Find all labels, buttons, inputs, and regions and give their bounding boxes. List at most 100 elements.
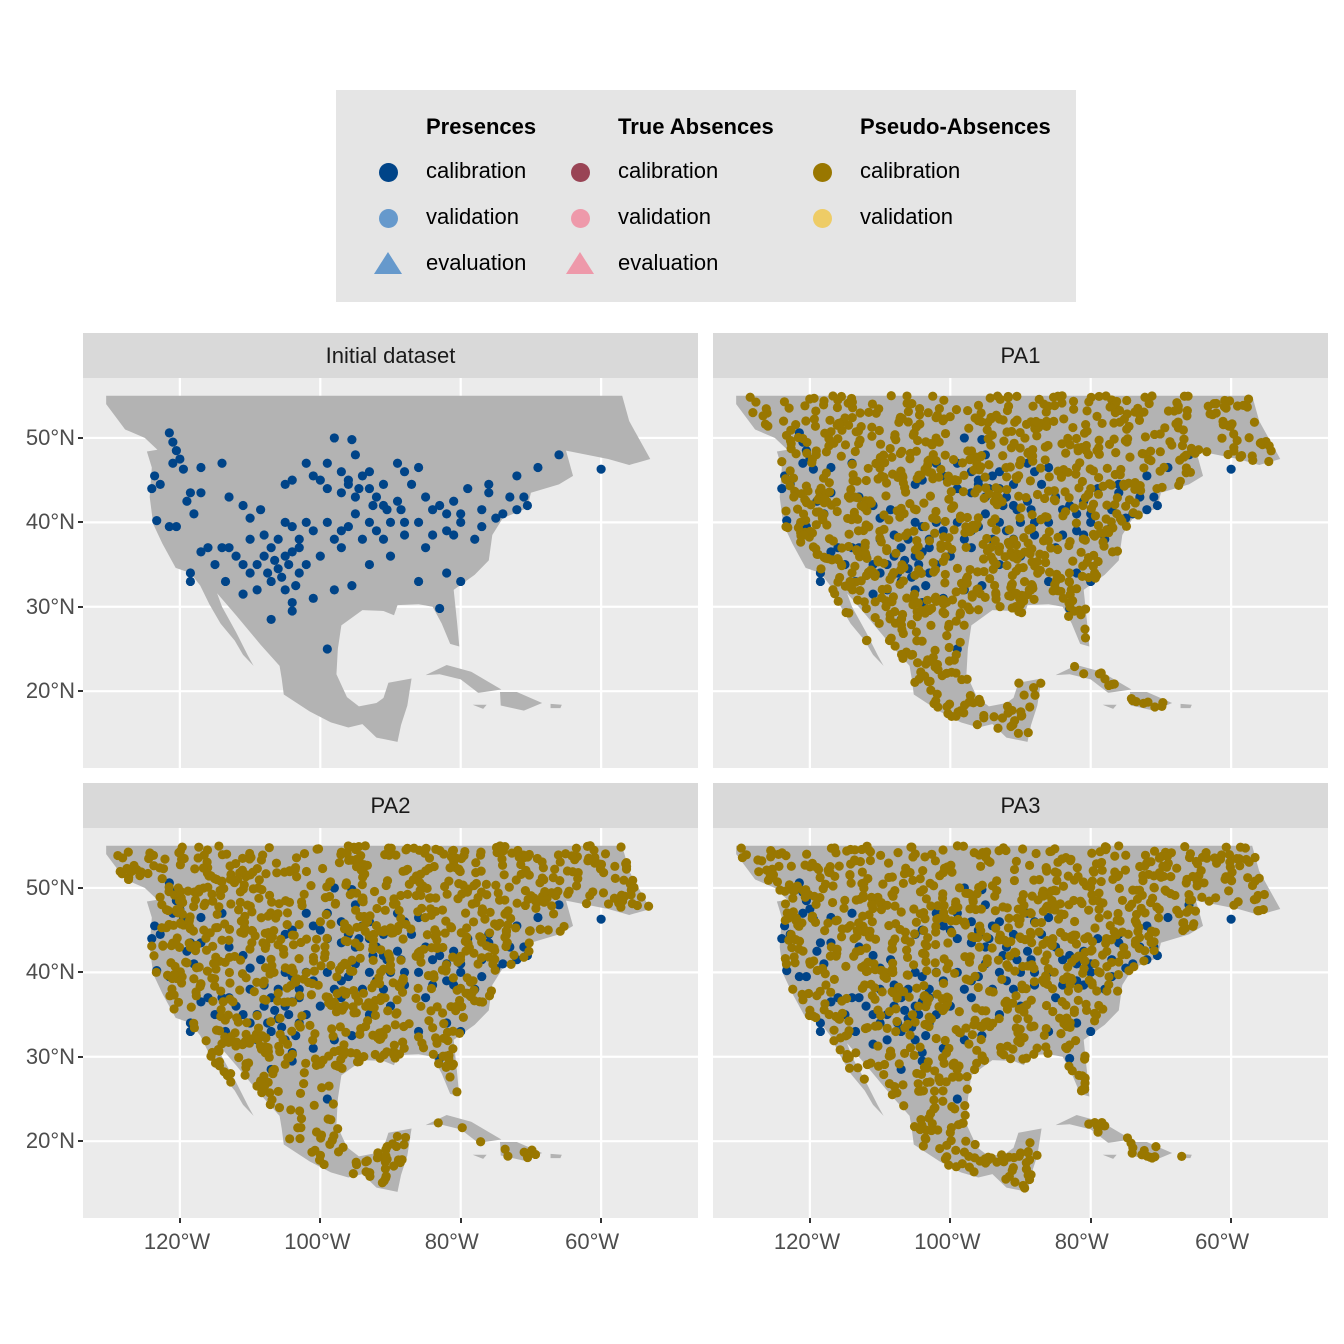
pseudo-absence-calibration-point [324, 1081, 334, 1091]
pseudo-absence-calibration-point [1139, 956, 1149, 966]
pseudo-absence-calibration-point [928, 513, 938, 523]
pseudo-absence-calibration-point [1062, 1043, 1072, 1054]
pseudo-absence-calibration-point [1128, 885, 1138, 895]
pseudo-absence-calibration-point [1087, 876, 1097, 886]
pseudo-absence-calibration-point [960, 1110, 970, 1120]
pseudo-absence-calibration-point [307, 978, 317, 989]
pseudo-absence-calibration-point [1073, 871, 1083, 882]
pseudo-absence-calibration-point [951, 899, 961, 910]
pseudo-absence-calibration-point [1094, 888, 1104, 898]
pseudo-absence-calibration-point [437, 905, 448, 915]
pseudo-absence-calibration-point [973, 605, 984, 615]
pseudo-absence-calibration-point [334, 858, 345, 868]
y-tick-label: 50°N [25, 424, 75, 450]
pseudo-absence-calibration-point [460, 908, 471, 918]
pseudo-absence-calibration-point [362, 860, 373, 870]
pseudo-absence-calibration-point [1016, 905, 1027, 915]
presence-calibration-point [287, 547, 297, 557]
pseudo-absence-calibration-point [861, 475, 871, 486]
pseudo-absence-calibration-point [886, 633, 896, 643]
pseudo-absence-calibration-point [1041, 973, 1051, 984]
pseudo-absence-calibration-point [214, 902, 224, 912]
presence-calibration-point [456, 576, 466, 587]
pseudo-absence-calibration-point [242, 900, 253, 910]
pseudo-absence-calibration-point [939, 395, 949, 405]
pseudo-absence-calibration-point [252, 1010, 262, 1021]
pseudo-absence-calibration-point [944, 494, 954, 504]
pseudo-absence-calibration-point [1146, 857, 1156, 867]
pseudo-absence-calibration-point [202, 966, 213, 976]
pseudo-absence-calibration-point [1030, 690, 1040, 700]
pseudo-absence-calibration-point [401, 866, 411, 876]
pseudo-absence-calibration-point [890, 901, 900, 911]
pseudo-absence-calibration-point [857, 867, 867, 877]
y-tick-label: 30°N [25, 1043, 75, 1069]
pseudo-absence-calibration-point [471, 868, 481, 878]
presence-calibration-point [392, 496, 403, 506]
pseudo-absence-calibration-point [898, 878, 908, 889]
pseudo-absence-calibration-point [425, 893, 435, 903]
pseudo-absence-calibration-point [1053, 544, 1063, 555]
pseudo-absence-calibration-point [955, 511, 966, 521]
pseudo-absence-calibration-point [832, 402, 843, 413]
presence-calibration-point [252, 559, 262, 570]
pseudo-absence-calibration-point [326, 919, 336, 929]
pseudo-absence-calibration-point [890, 886, 900, 896]
pseudo-absence-calibration-point [1073, 443, 1083, 453]
facet-strip-label: PA3 [713, 783, 1328, 828]
pseudo-absence-calibration-point [931, 968, 941, 978]
y-tick-mark [78, 436, 83, 439]
pseudo-absence-calibration-point [893, 532, 903, 542]
pseudo-absence-calibration-point [982, 932, 992, 942]
pseudo-absence-calibration-point [758, 411, 768, 421]
pseudo-absence-calibration-point [413, 1032, 424, 1042]
presence-calibration-point [322, 483, 332, 494]
pseudo-absence-calibration-point [972, 567, 983, 577]
map-panel [83, 378, 698, 768]
pseudo-absence-calibration-point [268, 1066, 278, 1076]
pseudo-absence-calibration-point [380, 850, 390, 860]
pseudo-absence-calibration-point [909, 589, 920, 599]
x-tick-mark [949, 1218, 952, 1223]
pseudo-absence-calibration-point [448, 952, 458, 962]
pseudo-absence-calibration-point [859, 547, 869, 557]
pseudo-absence-calibration-point [1112, 509, 1122, 519]
pseudo-absence-calibration-point [467, 899, 477, 909]
pseudo-absence-calibration-point [253, 1023, 264, 1033]
pseudo-absence-calibration-point [964, 423, 974, 433]
pseudo-absence-calibration-point [840, 413, 850, 423]
presence-calibration-point [343, 479, 353, 489]
pseudo-absence-calibration-point [600, 849, 611, 859]
presence-calibration-point [238, 589, 248, 599]
x-tick-mark [459, 1218, 462, 1223]
pseudo-absence-calibration-point [1027, 581, 1038, 591]
pseudo-absence-calibration-point [887, 452, 897, 462]
pseudo-absence-calibration-point [867, 431, 877, 441]
pseudo-absence-calibration-point [952, 563, 963, 573]
land-polygon [1102, 1154, 1117, 1159]
pseudo-absence-calibration-point [1023, 1148, 1033, 1158]
pseudo-absence-calibration-point [835, 572, 845, 583]
pseudo-absence-calibration-point [1109, 434, 1119, 444]
pseudo-absence-calibration-point [870, 965, 880, 975]
pseudo-absence-calibration-point [157, 900, 167, 910]
pseudo-absence-calibration-point [847, 397, 858, 407]
presence-calibration-point [196, 547, 206, 557]
pseudo-absence-calibration-point [820, 428, 830, 438]
pseudo-absence-calibration-point [1255, 438, 1265, 448]
pseudo-absence-calibration-point [978, 554, 989, 564]
pseudo-absence-calibration-point [962, 674, 972, 684]
pseudo-absence-calibration-point [942, 702, 952, 712]
pseudo-absence-calibration-point [914, 565, 924, 575]
pseudo-absence-calibration-point [1181, 463, 1191, 473]
pseudo-absence-calibration-point [777, 457, 787, 467]
pseudo-absence-calibration-point [1202, 447, 1212, 457]
pseudo-absence-calibration-point [1077, 1085, 1087, 1095]
pseudo-absence-calibration-point [1003, 962, 1014, 972]
pseudo-absence-calibration-point [381, 1171, 391, 1181]
pseudo-absence-calibration-point [330, 899, 340, 909]
pseudo-absence-calibration-point [228, 997, 238, 1007]
pseudo-absence-calibration-point [789, 952, 799, 962]
pseudo-absence-calibration-point [1235, 842, 1246, 852]
presence-calibration-point [900, 1005, 910, 1015]
